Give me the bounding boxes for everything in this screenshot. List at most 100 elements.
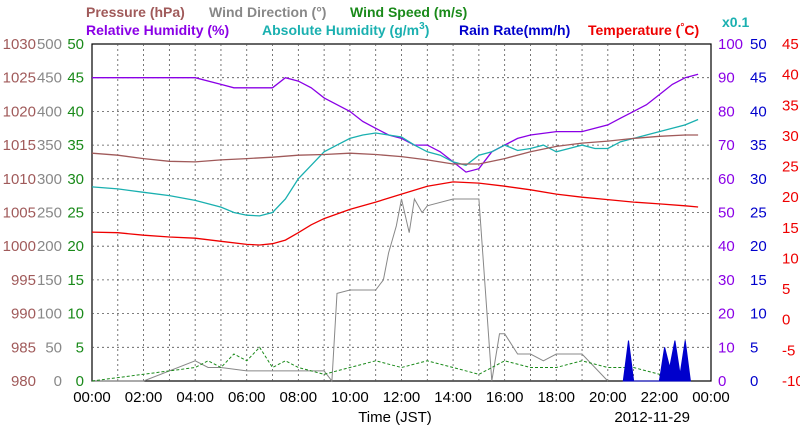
tick-wind-direction: 300 (37, 171, 62, 188)
tick-pressure: 980 (11, 373, 36, 390)
chart-date: 2012-11-29 (614, 409, 690, 426)
tick-wind-speed: 40 (67, 103, 84, 120)
tick-pressure: 1005 (3, 205, 36, 222)
tick-relative-humidity: 20 (718, 306, 735, 323)
tick-rain-rate: 30 (750, 171, 767, 188)
tick-wind-direction: 150 (37, 272, 62, 289)
series-group (91, 73, 699, 383)
tick-rain-rate: 0 (750, 373, 758, 390)
tick-temperature: 5 (782, 281, 790, 298)
tick-x: 00:00 (692, 389, 730, 406)
series-wind-speed (91, 346, 686, 382)
tick-wind-direction: 250 (37, 205, 62, 222)
tick-x: 08:00 (280, 389, 318, 406)
tick-rain-rate: 5 (750, 339, 758, 356)
x-axis: 00:00 02:00 04:00 06:00 08:00 10:00 12:00 14:00… (73, 389, 730, 406)
tick-wind-speed: 20 (67, 238, 84, 255)
tick-rain-rate: 10 (750, 306, 767, 323)
tick-wind-direction: 350 (37, 137, 62, 154)
tick-temperature: 0 (782, 312, 790, 329)
tick-x: 12:00 (383, 389, 421, 406)
tick-rain-rate: 20 (750, 238, 767, 255)
tick-wind-speed: 0 (76, 373, 84, 390)
tick-wind-speed: 35 (67, 137, 84, 154)
tick-x: 20:00 (589, 389, 627, 406)
tick-rain-rate: 15 (750, 272, 767, 289)
tick-relative-humidity: 90 (718, 70, 735, 87)
tick-wind-speed: 30 (67, 171, 84, 188)
tick-wind-direction: 100 (37, 306, 62, 323)
legend-pressure: Pressure (hPa) (86, 4, 185, 20)
tick-relative-humidity: 100 (718, 36, 743, 53)
legend-temperature-deg: ° (680, 22, 684, 33)
tick-pressure: 1010 (3, 171, 36, 188)
tick-wind-direction: 50 (45, 339, 62, 356)
legend-absolute-humidity-text: Absolute Humidity (g/m (262, 22, 419, 38)
tick-temperature: 20 (782, 189, 799, 206)
tick-pressure: 1015 (3, 137, 36, 154)
tick-x: 10:00 (331, 389, 369, 406)
tick-temperature: 10 (782, 250, 799, 267)
x-axis-label: Time (JST) (358, 409, 432, 426)
legend-absolute-humidity-close: ) (425, 22, 430, 38)
tick-x: 22:00 (641, 389, 679, 406)
tick-wind-direction: 200 (37, 238, 62, 255)
tick-temperature: -5 (782, 342, 795, 359)
tick-temperature: -10 (782, 373, 800, 390)
tick-temperature: 40 (782, 67, 799, 84)
tick-relative-humidity: 50 (718, 205, 735, 222)
series-temperature (91, 181, 699, 246)
tick-pressure: 1000 (3, 238, 36, 255)
tick-pressure: 985 (11, 339, 36, 356)
tick-temperature: 35 (782, 97, 799, 114)
tick-relative-humidity: 0 (718, 373, 726, 390)
legend-absolute-humidity: Absolute Humidity (g/m3) (262, 21, 429, 38)
tick-temperature: 45 (782, 36, 799, 53)
tick-pressure: 1020 (3, 103, 36, 120)
series-rain-rate (622, 340, 691, 382)
tick-x: 04:00 (176, 389, 214, 406)
tick-wind-speed: 5 (76, 339, 84, 356)
tick-relative-humidity: 60 (718, 171, 735, 188)
legend-relative-humidity: Relative Humidity (%) (86, 22, 229, 38)
legend-wind-speed: Wind Speed (m/s) (350, 4, 467, 20)
tick-rain-rate: 45 (750, 70, 767, 87)
tick-wind-speed: 15 (67, 272, 84, 289)
tick-wind-speed: 45 (67, 70, 84, 87)
tick-x: 00:00 (73, 389, 111, 406)
legend-rain-rate: Rain Rate(mm/h) (459, 22, 570, 38)
y-axes: 1030102510201015101010051000995990985980… (3, 36, 800, 390)
tick-wind-direction: 500 (37, 36, 62, 53)
legend-temperature-text: Temperature ( (588, 22, 681, 38)
tick-x: 18:00 (537, 389, 575, 406)
tick-temperature: 30 (782, 128, 799, 145)
tick-rain-rate: 50 (750, 36, 767, 53)
series-relative-humidity (92, 73, 699, 173)
tick-wind-direction: 0 (54, 373, 62, 390)
tick-x: 16:00 (486, 389, 524, 406)
rain-scale-note: x0.1 (722, 14, 749, 30)
tick-relative-humidity: 40 (718, 238, 735, 255)
tick-relative-humidity: 80 (718, 103, 735, 120)
tick-rain-rate: 40 (750, 103, 767, 120)
legend-temperature-unit: C) (684, 22, 699, 38)
legend-wind-direction: Wind Direction (°) (209, 4, 326, 20)
tick-relative-humidity: 10 (718, 339, 735, 356)
tick-temperature: 25 (782, 159, 799, 176)
tick-pressure: 990 (11, 306, 36, 323)
tick-wind-speed: 25 (67, 205, 84, 222)
tick-pressure: 995 (11, 272, 36, 289)
tick-x: 14:00 (434, 389, 472, 406)
tick-rain-rate: 35 (750, 137, 767, 154)
tick-temperature: 15 (782, 220, 799, 237)
tick-wind-speed: 10 (67, 306, 84, 323)
tick-relative-humidity: 70 (718, 137, 735, 154)
tick-wind-direction: 400 (37, 103, 62, 120)
tick-wind-direction: 450 (37, 70, 62, 87)
series-absolute-humidity (91, 118, 699, 217)
tick-x: 06:00 (228, 389, 266, 406)
tick-wind-speed: 50 (67, 36, 84, 53)
legend-temperature: Temperature (°C) (588, 22, 699, 38)
